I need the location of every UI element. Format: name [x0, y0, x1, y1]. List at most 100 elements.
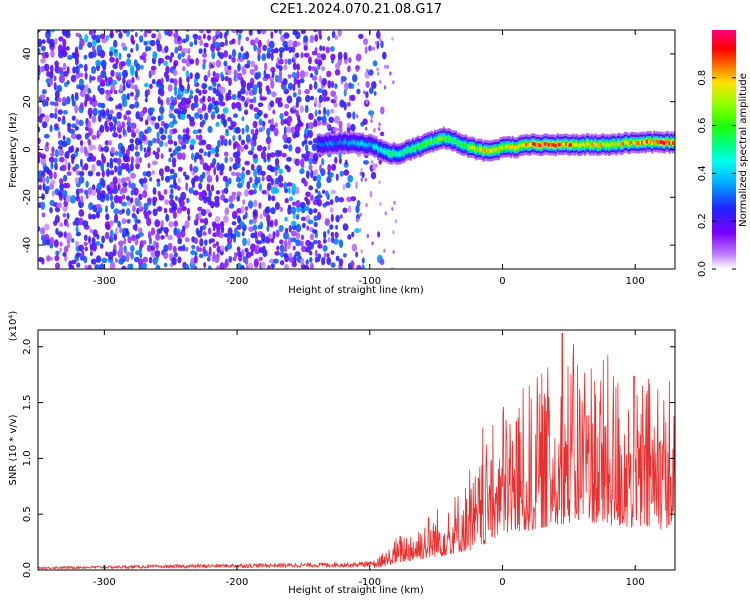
heatmap-noise-cell — [214, 105, 219, 114]
heatmap-noise-cell — [106, 168, 110, 177]
heatmap-noise-cell — [74, 46, 79, 56]
heatmap-noise-cell — [253, 139, 257, 147]
heatmap-noise-cell — [199, 238, 204, 247]
heatmap-noise-cell — [334, 115, 340, 124]
heatmap-noise-cell — [337, 30, 342, 37]
heatmap-noise-cell — [252, 120, 258, 129]
heatmap-noise-cell — [113, 48, 118, 54]
heatmap-noise-cell — [363, 160, 369, 165]
heatmap-noise-cell — [293, 254, 297, 264]
heatmap-noise-cell — [127, 236, 132, 244]
heatmap-noise-cell — [160, 153, 164, 160]
heatmap-noise-cell — [391, 206, 394, 211]
heatmap-noise-cell — [67, 30, 71, 33]
heatmap-noise-cell — [300, 158, 305, 168]
heatmap-noise-cell — [224, 258, 229, 268]
heatmap-noise-cell — [129, 143, 135, 152]
heatmap-noise-cell — [244, 211, 248, 219]
heatmap-ridge-cell — [333, 141, 337, 146]
heatmap-noise-cell — [253, 199, 258, 208]
heatmap-noise-cell — [38, 184, 42, 191]
heatmap-noise-cell — [364, 46, 368, 55]
heatmap-noise-cell — [274, 202, 280, 210]
heatmap-noise-cell — [278, 58, 284, 65]
snr-y-tick-label: 1.5 — [22, 395, 33, 411]
heatmap-ridge-cell — [316, 142, 319, 147]
heatmap-noise-cell — [100, 162, 105, 172]
heatmap-noise-cell — [198, 211, 202, 220]
heatmap-ridge-cell — [347, 141, 350, 146]
heatmap-ridge-cell — [413, 146, 416, 151]
heatmap-noise-cell — [250, 232, 256, 239]
heatmap-ridge-cell — [511, 144, 514, 149]
heatmap-ridge-cell — [503, 144, 506, 149]
heatmap-noise-cell — [179, 113, 186, 121]
heatmap-noise-cell — [356, 200, 361, 207]
heatmap-noise-cell — [88, 235, 91, 244]
heatmap-noise-cell — [178, 77, 183, 86]
heatmap-noise-cell — [270, 219, 274, 228]
heatmap-noise-cell — [392, 80, 395, 85]
heatmap-noise-cell — [377, 231, 381, 238]
heatmap-noise-cell — [305, 94, 311, 103]
heatmap-noise-cell — [158, 194, 165, 201]
heatmap-noise-cell — [209, 238, 216, 243]
heatmap-noise-cell — [59, 247, 63, 253]
heatmap-noise-cell — [290, 237, 297, 243]
heatmap-noise-cell — [248, 200, 254, 209]
heatmap-noise-cell — [105, 251, 109, 257]
heatmap-noise-cell — [350, 260, 355, 269]
heatmap-ridge-cell — [380, 147, 383, 152]
heatmap-ridge-cell — [584, 143, 587, 148]
heatmap-noise-cell — [198, 134, 203, 142]
heatmap-noise-cell — [41, 257, 45, 265]
heatmap-noise-cell — [270, 31, 274, 39]
heatmap-noise-cell — [219, 221, 225, 228]
heatmap-noise-cell — [129, 84, 136, 90]
heatmap-noise-cell — [194, 251, 198, 256]
heatmap-noise-cell — [226, 242, 233, 250]
heatmap-noise-cell — [130, 156, 134, 165]
heatmap-noise-cell — [252, 224, 258, 231]
heatmap-ridge-cell — [321, 143, 325, 148]
heatmap-noise-cell — [140, 30, 143, 32]
heatmap-noise-cell — [292, 40, 298, 48]
heatmap-noise-cell — [198, 48, 203, 54]
heatmap-ridge-cell — [440, 136, 444, 141]
heatmap-noise-cell — [228, 77, 232, 87]
heatmap-noise-cell — [189, 120, 196, 127]
heatmap-noise-cell — [342, 223, 349, 231]
heatmap-noise-cell — [55, 262, 60, 269]
heatmap-noise-cell — [206, 165, 212, 172]
heatmap-noise-cell — [286, 95, 293, 104]
heatmap-noise-cell — [38, 106, 42, 115]
heatmap-noise-cell — [216, 252, 220, 259]
heatmap-ridge-cell — [480, 147, 483, 152]
heatmap-noise-cell — [297, 41, 301, 47]
heatmap-noise-cell — [40, 65, 45, 73]
heatmap-noise-cell — [38, 156, 41, 164]
heatmap-noise-cell — [171, 157, 177, 165]
heatmap-noise-cell — [262, 44, 267, 52]
heatmap-noise-cell — [40, 58, 46, 64]
heatmap-ridge-cell — [630, 140, 633, 145]
heatmap-noise-cell — [231, 171, 236, 177]
heatmap-noise-cell — [317, 88, 323, 93]
heatmap-ridge-cell — [425, 141, 428, 146]
heatmap-noise-cell — [343, 51, 348, 60]
heatmap-noise-cell — [66, 171, 72, 177]
heatmap-noise-cell — [284, 118, 288, 125]
heatmap-noise-cell — [334, 83, 338, 90]
heatmap-noise-cell — [279, 239, 284, 245]
heatmap-noise-cell — [207, 34, 211, 41]
heatmap-noise-cell — [269, 166, 276, 173]
heatmap-ridge-cell — [547, 142, 551, 147]
heatmap-noise-cell — [227, 65, 232, 71]
heatmap-noise-cell — [252, 209, 258, 217]
heatmap-noise-cell — [109, 50, 113, 57]
heatmap-noise-cell — [270, 66, 276, 73]
heatmap-noise-cell — [190, 249, 196, 256]
heatmap-noise-cell — [325, 46, 330, 54]
heatmap-ridge-cell — [623, 140, 626, 145]
heatmap-noise-cell — [234, 251, 237, 260]
